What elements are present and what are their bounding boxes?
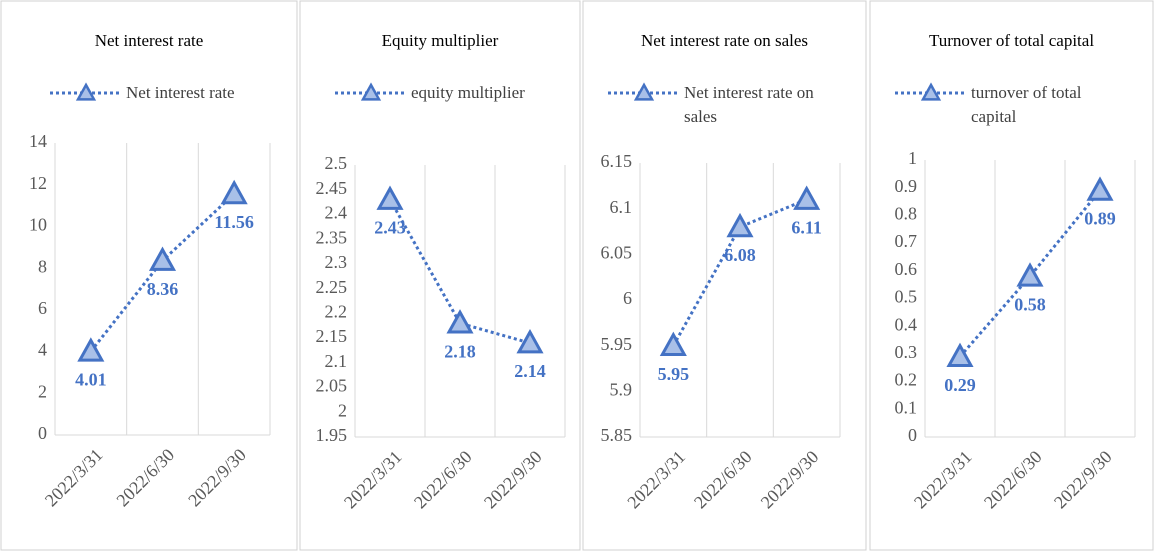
x-tick-label: 2022/6/30 (690, 447, 756, 513)
data-label: 6.08 (724, 245, 756, 265)
legend-marker (360, 82, 382, 101)
x-tick-label: 2022/9/30 (480, 447, 546, 513)
y-tick-label: 0.1 (895, 397, 918, 417)
legend-label: Net interest rate (126, 83, 235, 102)
y-tick-label: 14 (29, 131, 47, 151)
y-tick-label: 2 (338, 400, 347, 420)
data-marker (77, 337, 105, 362)
legend-marker (920, 82, 942, 101)
panel-border (0, 0, 298, 551)
y-tick-label: 0 (38, 423, 47, 443)
y-tick-label: 2.35 (316, 227, 348, 247)
data-label: 0.29 (944, 375, 976, 395)
x-tick-label: 2022/6/30 (980, 447, 1046, 513)
legend-label: Net interest rate on sales (684, 83, 814, 126)
y-tick-label: 0.7 (895, 231, 918, 251)
x-tick-label: 2022/3/31 (910, 447, 976, 513)
chart-title: Net interest rate (95, 31, 204, 50)
x-tick-label: 2022/9/30 (184, 445, 250, 511)
data-marker (446, 309, 474, 334)
y-tick-label: 10 (29, 215, 47, 235)
panel-border (869, 0, 1154, 551)
y-tick-label: 12 (29, 173, 47, 193)
y-tick-label: 2.3 (325, 252, 348, 272)
y-tick-label: 2.1 (325, 351, 348, 371)
y-tick-label: 6.15 (601, 151, 633, 171)
y-tick-label: 6.05 (601, 242, 633, 262)
data-label: 0.58 (1014, 294, 1046, 314)
series-line (89, 192, 236, 353)
legend-marker (633, 82, 655, 101)
x-tick-label: 2022/3/31 (41, 445, 107, 511)
data-marker (376, 185, 404, 210)
x-tick-label: 2022/3/31 (623, 447, 689, 513)
legend-label: turnover of total capital (971, 83, 1082, 126)
y-tick-label: 5.85 (601, 425, 633, 445)
x-tick-label: 2022/9/30 (757, 447, 823, 513)
y-tick-label: 2.4 (325, 203, 348, 223)
data-marker (1086, 176, 1114, 201)
chart-title: Net interest rate on sales (641, 31, 808, 50)
data-marker (726, 212, 754, 238)
x-tick-label: 2022/3/31 (340, 447, 406, 513)
y-tick-label: 0.4 (895, 314, 918, 334)
y-tick-label: 2.5 (325, 153, 348, 173)
y-tick-label: 2.05 (316, 376, 348, 396)
y-tick-label: 4 (38, 340, 47, 360)
y-tick-label: 0.2 (895, 370, 918, 390)
data-label: 2.14 (514, 361, 546, 381)
chart-title: Turnover of total capital (929, 31, 1094, 50)
y-tick-label: 1.95 (316, 425, 348, 445)
y-tick-label: 6 (38, 298, 47, 318)
y-tick-label: 0 (908, 425, 917, 445)
y-tick-label: 5.95 (601, 334, 633, 354)
data-marker (148, 246, 177, 271)
y-tick-label: 2 (38, 381, 47, 401)
data-marker (516, 328, 544, 354)
y-tick-label: 5.9 (610, 379, 633, 399)
y-tick-label: 2.25 (316, 277, 348, 297)
data-label: 8.36 (147, 279, 179, 299)
y-tick-label: 0.5 (895, 287, 918, 307)
panel-border (299, 0, 581, 551)
panel-border (582, 0, 867, 551)
y-tick-label: 6.1 (610, 197, 633, 217)
data-marker (1016, 262, 1044, 287)
data-marker (220, 179, 248, 205)
y-tick-label: 0.8 (895, 204, 918, 224)
x-tick-label: 2022/6/30 (410, 447, 476, 513)
y-tick-label: 2.15 (316, 326, 348, 346)
data-marker (793, 185, 821, 210)
data-label: 4.01 (75, 369, 107, 389)
legend-label: equity multiplier (411, 83, 525, 102)
x-tick-label: 2022/6/30 (112, 445, 178, 511)
legend-marker (75, 82, 97, 101)
y-tick-label: 1 (908, 148, 917, 168)
y-tick-label: 8 (38, 256, 47, 276)
x-tick-label: 2022/9/30 (1050, 447, 1116, 513)
series-line (958, 189, 1102, 358)
y-tick-label: 0.3 (895, 342, 918, 362)
y-tick-label: 2.2 (325, 301, 348, 321)
data-label: 2.18 (444, 341, 476, 361)
data-marker (659, 331, 687, 356)
y-tick-label: 6 (623, 288, 632, 308)
chart-title: Equity multiplier (382, 31, 499, 50)
y-tick-label: 0.9 (895, 176, 918, 196)
data-label: 11.56 (214, 212, 254, 232)
data-label: 0.89 (1084, 209, 1116, 229)
y-tick-label: 2.45 (316, 178, 348, 198)
y-tick-label: 0.6 (895, 259, 918, 279)
data-label: 2.43 (374, 218, 406, 238)
data-label: 5.95 (658, 364, 690, 384)
data-marker (946, 342, 974, 367)
data-label: 6.11 (791, 218, 822, 238)
